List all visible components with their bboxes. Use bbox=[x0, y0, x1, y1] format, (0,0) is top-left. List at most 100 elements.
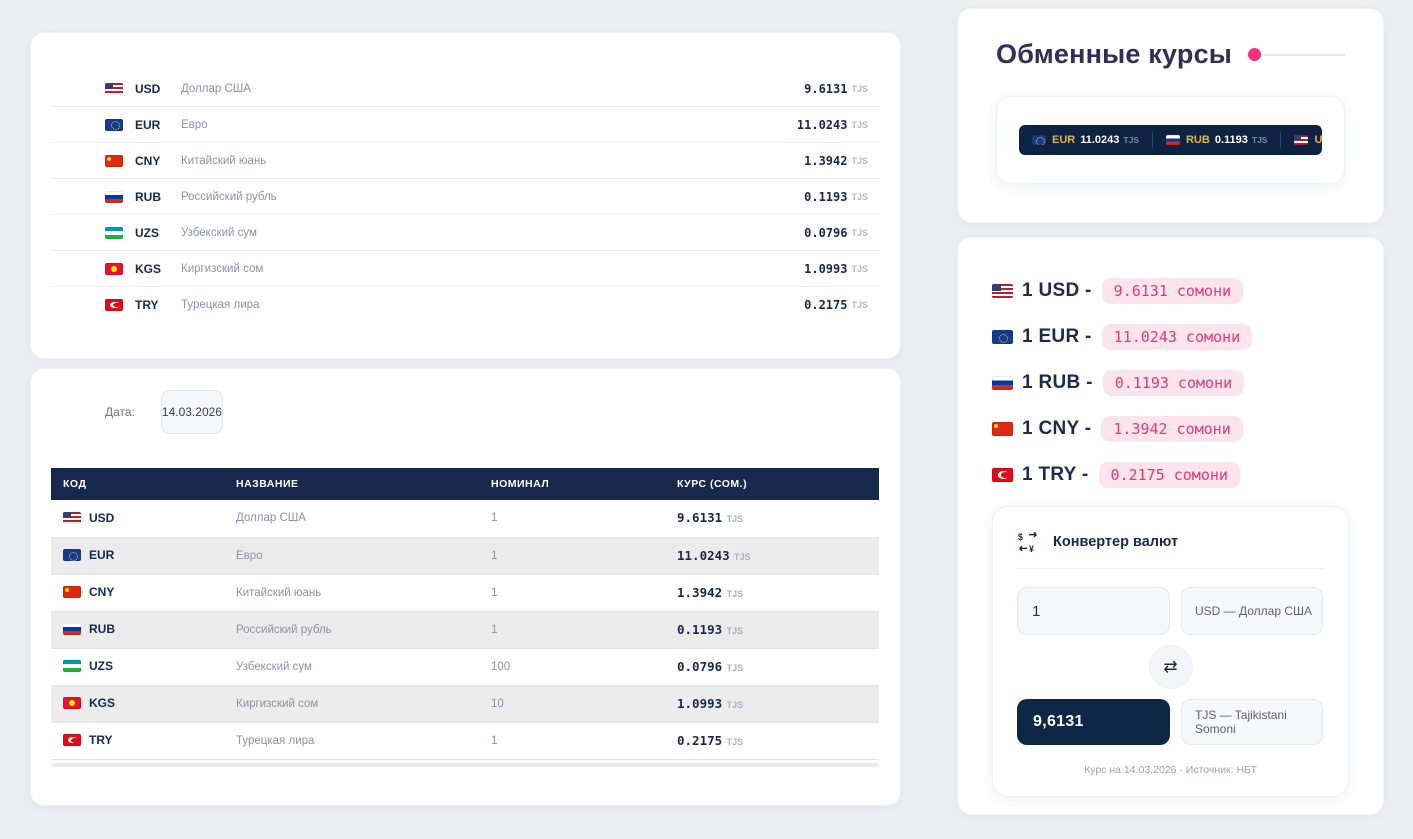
currency-code: USD bbox=[135, 81, 161, 96]
currency-unit: TJS bbox=[851, 155, 868, 166]
currency-converter-card: $ ¥ Конвертер валют USD — Доллар США ⇄ 9… bbox=[992, 506, 1349, 797]
ru-flag-icon bbox=[1165, 135, 1180, 145]
currency-rate: 1.0993 bbox=[804, 261, 848, 276]
col-header-rate: КУРС (СОМ.) bbox=[665, 468, 879, 500]
horizontal-scrollbar[interactable] bbox=[51, 762, 879, 767]
ticker-item: USD 9.6131 TJS bbox=[1281, 134, 1322, 146]
rate-list-item: 1 EUR - 11.0243 сомони bbox=[992, 322, 1349, 352]
table-row: UZS Узбекский сум 100 0.0796 TJS bbox=[51, 648, 879, 685]
rate-row: RUB Российский рубль 0.1193 TJS bbox=[51, 179, 880, 215]
converter-footnote: Курс на 14.03.2026 · Источник: НБТ bbox=[1084, 764, 1257, 776]
currency-rate: 0.2175 bbox=[804, 298, 848, 312]
date-input[interactable] bbox=[160, 390, 223, 434]
us-flag-icon bbox=[992, 284, 1013, 298]
currency-name: Евро bbox=[181, 118, 208, 131]
currency-code: CNY bbox=[135, 153, 161, 168]
uz-flag-icon bbox=[105, 226, 123, 239]
currency-rate: 0.0796 bbox=[804, 225, 848, 240]
currency-name: Узбекский сум bbox=[181, 226, 257, 239]
rate-badge: 0.1193 сомони bbox=[1102, 370, 1245, 396]
us-flag-icon bbox=[1294, 135, 1309, 145]
currency-unit: TJS bbox=[851, 227, 868, 238]
currency-unit: TJS bbox=[851, 191, 868, 202]
tr-flag-icon bbox=[63, 734, 81, 747]
ticker-card: EUR 11.0243 TJS RUB 0.1193 TJS USD bbox=[996, 96, 1345, 184]
rate-badge: 9.6131 сомони bbox=[1101, 278, 1244, 304]
ticker-item: EUR 11.0243 TJS bbox=[1019, 134, 1152, 146]
currency-code: RUB bbox=[135, 189, 161, 204]
ru-flag-icon bbox=[63, 623, 81, 636]
us-flag-icon bbox=[105, 82, 123, 95]
currency-rate: 0.1193 bbox=[804, 189, 848, 204]
rates-summary-card: USD Доллар США 9.6131 TJS EUR Евро 11.02… bbox=[30, 32, 901, 359]
currency-unit: TJS bbox=[851, 300, 868, 310]
currency-unit: TJS bbox=[851, 119, 868, 130]
table-row: RUB Российский рубль 1 0.1193 TJS bbox=[51, 611, 879, 648]
rate-row: TRY Турецкая лира 0.2175 TJS bbox=[51, 287, 880, 323]
cn-flag-icon bbox=[992, 422, 1013, 436]
svg-text:$: $ bbox=[1018, 532, 1023, 542]
converter-title: Конвертер валют bbox=[1053, 534, 1179, 550]
date-picker-row: Дата: bbox=[105, 390, 878, 434]
rate-list-item: 1 RUB - 0.1193 сомони bbox=[992, 368, 1349, 398]
currency-rate: 9.6131 bbox=[804, 81, 848, 96]
kg-flag-icon bbox=[63, 697, 81, 710]
currency-rate: 1.3942 bbox=[804, 153, 848, 168]
rate-list-item: 1 TRY - 0.2175 сомони bbox=[992, 460, 1349, 490]
kg-flag-icon bbox=[105, 262, 123, 275]
accent-dot-icon bbox=[1248, 48, 1262, 61]
eu-flag-icon bbox=[1032, 135, 1046, 145]
swap-currencies-button[interactable]: ⇄ bbox=[1148, 645, 1193, 689]
table-row: KGS Киргизский сом 10 1.0993 TJS bbox=[51, 685, 879, 722]
tr-flag-icon bbox=[992, 468, 1013, 482]
rate-badge: 11.0243 сомони bbox=[1101, 324, 1253, 350]
ru-flag-icon bbox=[992, 376, 1013, 390]
currency-name: Турецкая лира bbox=[181, 299, 260, 311]
page-title: Обменные курсы bbox=[996, 39, 1233, 69]
uz-flag-icon bbox=[63, 660, 81, 673]
to-currency-select[interactable]: TJS — Tajikistani Somoni bbox=[1181, 699, 1323, 745]
conversion-result: 9,6131 bbox=[1017, 699, 1170, 745]
us-flag-icon bbox=[63, 512, 81, 525]
swap-arrows-icon: ⇄ bbox=[1163, 657, 1178, 676]
currency-name: Доллар США bbox=[181, 82, 251, 95]
rate-row: USD Доллар США 9.6131 TJS bbox=[51, 71, 880, 107]
eu-flag-icon bbox=[105, 118, 123, 131]
currency-name: Российский рубль bbox=[181, 190, 277, 203]
rates-and-converter-card: 1 USD - 9.6131 сомони 1 EUR - 11.0243 со… bbox=[957, 237, 1384, 815]
currency-code: EUR bbox=[135, 117, 161, 132]
cn-flag-icon bbox=[63, 586, 81, 599]
table-header-row: КОД НАЗВАНИЕ НОМИНАЛ КУРС (СОМ.) bbox=[51, 468, 879, 500]
rate-badge: 1.3942 сомони bbox=[1101, 416, 1243, 442]
currency-unit: TJS bbox=[851, 263, 868, 274]
rate-row: CNY Китайский юань 1.3942 TJS bbox=[51, 143, 880, 179]
currency-name: Китайский юань bbox=[181, 154, 267, 167]
rate-list-item: 1 CNY - 1.3942 сомони bbox=[992, 414, 1349, 444]
ticker-divider bbox=[1151, 132, 1153, 148]
currency-exchange-icon: $ ¥ bbox=[1018, 531, 1037, 553]
rates-ticker[interactable]: EUR 11.0243 TJS RUB 0.1193 TJS USD bbox=[1019, 125, 1322, 155]
title-rule bbox=[1263, 53, 1345, 56]
ticker-item: RUB 0.1193 TJS bbox=[1153, 134, 1280, 146]
currency-code: TRY bbox=[135, 298, 159, 312]
col-header-nominal: НОМИНАЛ bbox=[479, 468, 665, 500]
rate-row: KGS Киргизский сом 1.0993 TJS bbox=[51, 251, 880, 287]
currency-code: UZS bbox=[135, 225, 159, 240]
from-currency-select[interactable]: USD — Доллар США bbox=[1181, 587, 1323, 635]
amount-input[interactable] bbox=[1017, 587, 1170, 635]
table-row: USD Доллар США 1 9.6131 TJS bbox=[51, 500, 879, 537]
rates-table: КОД НАЗВАНИЕ НОМИНАЛ КУРС (СОМ.) USD Дол… bbox=[51, 468, 879, 760]
table-row: CNY Китайский юань 1 1.3942 TJS bbox=[51, 574, 879, 611]
tr-flag-icon bbox=[105, 299, 123, 311]
col-header-code: КОД bbox=[51, 468, 224, 500]
currency-unit: TJS bbox=[851, 83, 868, 94]
rate-row: UZS Узбекский сум 0.0796 TJS bbox=[51, 215, 880, 251]
date-label: Дата: bbox=[105, 405, 135, 419]
currency-name: Киргизский сом bbox=[181, 262, 264, 275]
col-header-name: НАЗВАНИЕ bbox=[224, 468, 479, 500]
eu-flag-icon bbox=[63, 549, 81, 562]
currency-rate: 11.0243 bbox=[796, 117, 848, 132]
svg-text:¥: ¥ bbox=[1029, 544, 1035, 553]
table-row: TRY Турецкая лира 1 0.2175 TJS bbox=[51, 722, 879, 759]
